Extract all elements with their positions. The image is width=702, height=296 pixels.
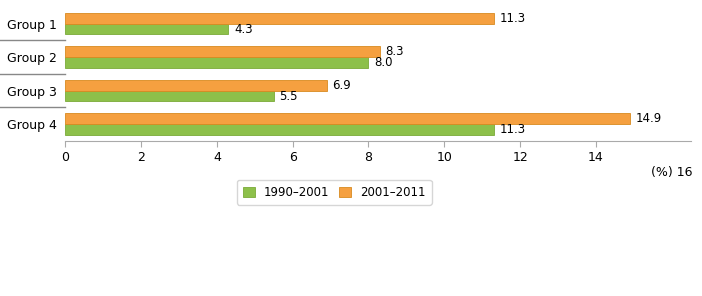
Bar	[65, 124, 494, 135]
Bar	[65, 13, 494, 24]
Bar	[65, 80, 327, 91]
Text: 4.3: 4.3	[234, 22, 253, 36]
Text: 11.3: 11.3	[499, 123, 525, 136]
Text: 5.5: 5.5	[279, 89, 298, 102]
Bar	[65, 57, 369, 68]
Bar	[65, 46, 380, 57]
Text: 6.9: 6.9	[333, 79, 351, 92]
Legend: 1990–2001, 2001–2011: 1990–2001, 2001–2011	[237, 180, 432, 205]
Text: (%) 16: (%) 16	[651, 166, 693, 179]
Bar	[65, 91, 274, 101]
Text: 8.3: 8.3	[385, 45, 404, 58]
Bar	[65, 113, 630, 124]
Text: 8.0: 8.0	[374, 56, 392, 69]
Bar	[65, 24, 228, 34]
Text: 14.9: 14.9	[636, 112, 662, 125]
Text: 11.3: 11.3	[499, 12, 525, 25]
